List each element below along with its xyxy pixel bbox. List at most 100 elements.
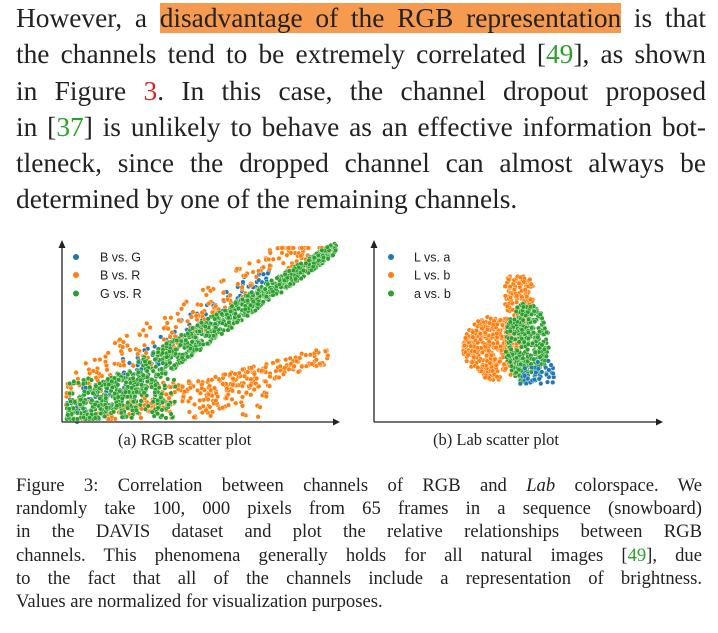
scatter-point bbox=[103, 362, 109, 368]
scatter-point bbox=[222, 307, 228, 313]
scatter-point bbox=[299, 245, 305, 251]
scatter-point bbox=[203, 407, 209, 413]
scatter-point bbox=[535, 359, 541, 365]
scatter-point bbox=[149, 409, 155, 415]
scatter-point bbox=[134, 389, 140, 395]
scatter-point bbox=[499, 322, 505, 328]
subcaption-b: (b) Lab scatter plot bbox=[433, 430, 559, 449]
scatter-point bbox=[239, 296, 245, 302]
scatter-point bbox=[209, 409, 215, 415]
scatter-point bbox=[159, 413, 165, 419]
scatter-point bbox=[497, 317, 503, 323]
scatter-point bbox=[110, 409, 116, 415]
scatter-point bbox=[193, 313, 199, 319]
scatter-point bbox=[204, 332, 210, 338]
scatter-point bbox=[507, 359, 513, 365]
scatter-point bbox=[68, 398, 74, 404]
scatter-point bbox=[291, 363, 297, 369]
scatter-point bbox=[144, 378, 150, 384]
lab-scatter-points bbox=[460, 274, 557, 387]
scatter-point bbox=[313, 357, 319, 363]
scatter-point bbox=[73, 370, 79, 376]
scatter-point bbox=[468, 343, 474, 349]
scatter-point bbox=[125, 405, 131, 411]
scatter-point bbox=[281, 371, 287, 377]
scatter-point bbox=[509, 300, 515, 306]
scatter-point bbox=[207, 404, 213, 410]
scatter-point bbox=[229, 325, 235, 331]
scatter-point bbox=[200, 287, 206, 293]
scatter-point bbox=[287, 281, 293, 287]
scatter-point bbox=[213, 325, 219, 331]
scatter-point bbox=[92, 415, 98, 421]
scatter-point bbox=[102, 354, 108, 360]
scatter-point bbox=[115, 382, 121, 388]
scatter-point bbox=[248, 365, 254, 371]
scatter-point bbox=[92, 401, 98, 407]
scatter-point bbox=[242, 306, 248, 312]
scatter-point bbox=[200, 341, 206, 347]
scatter-point bbox=[167, 360, 173, 366]
scatter-point bbox=[118, 410, 124, 416]
scatter-point bbox=[169, 330, 175, 336]
scatter-point bbox=[90, 368, 96, 374]
scatter-point bbox=[188, 314, 194, 320]
citation-link[interactable]: 49 bbox=[545, 39, 574, 70]
scatter-point bbox=[470, 329, 476, 335]
scatter-point bbox=[493, 345, 499, 351]
scatter-point bbox=[530, 340, 536, 346]
scatter-point bbox=[535, 334, 541, 340]
scatter-point bbox=[173, 351, 179, 357]
scatter-point bbox=[539, 369, 545, 375]
scatter-point bbox=[175, 311, 181, 317]
scatter-point bbox=[152, 389, 158, 395]
scatter-point bbox=[220, 405, 226, 411]
scatter-point bbox=[537, 329, 543, 335]
scatter-point bbox=[198, 320, 204, 326]
scatter-point bbox=[192, 334, 198, 340]
scatter-point bbox=[130, 363, 136, 369]
scatter-point bbox=[543, 353, 549, 359]
scatter-point bbox=[152, 356, 158, 362]
scatter-point bbox=[129, 385, 135, 391]
scatter-point bbox=[269, 278, 275, 284]
scatter-point bbox=[546, 345, 552, 351]
scatter-point bbox=[514, 355, 520, 361]
scatter-point bbox=[529, 325, 535, 331]
citation-link[interactable]: 49 bbox=[627, 544, 647, 566]
scatter-point bbox=[212, 374, 218, 380]
scatter-point bbox=[505, 352, 511, 358]
citation-link[interactable]: 37 bbox=[56, 111, 84, 142]
subcaption-a: (a) RGB scatter plot bbox=[118, 430, 252, 449]
scatter-point bbox=[214, 311, 220, 317]
scatter-point bbox=[311, 255, 317, 261]
scatter-point bbox=[525, 330, 531, 336]
paragraph-line: However, a disadvantage of the RGB repre… bbox=[16, 3, 706, 33]
scatter-point bbox=[138, 415, 144, 421]
scatter-point bbox=[92, 357, 98, 363]
scatter-point bbox=[207, 288, 213, 294]
scatter-point bbox=[77, 401, 83, 407]
scatter-point bbox=[514, 304, 520, 310]
scatter-point bbox=[539, 342, 545, 348]
scatter-point bbox=[109, 378, 115, 384]
scatter-point bbox=[234, 266, 240, 272]
scatter-point bbox=[83, 360, 89, 366]
scatter-point bbox=[207, 383, 213, 389]
scatter-point bbox=[239, 383, 245, 389]
scatter-point bbox=[135, 369, 141, 375]
scatter-point bbox=[253, 274, 259, 280]
scatter-point bbox=[72, 399, 78, 405]
paragraph-line: tleneck, since the dropped channel can a… bbox=[16, 148, 706, 179]
scatter-point bbox=[521, 279, 527, 285]
scatter-point bbox=[303, 260, 309, 266]
figure-ref-link[interactable]: 3 bbox=[143, 75, 158, 106]
scatter-point bbox=[550, 370, 556, 376]
scatter-point bbox=[104, 367, 110, 373]
scatter-point bbox=[87, 370, 93, 376]
scatter-point bbox=[135, 351, 141, 357]
scatter-point bbox=[141, 342, 147, 348]
scatter-point bbox=[538, 381, 544, 387]
scatter-point bbox=[155, 405, 161, 411]
scatter-point bbox=[482, 375, 488, 381]
